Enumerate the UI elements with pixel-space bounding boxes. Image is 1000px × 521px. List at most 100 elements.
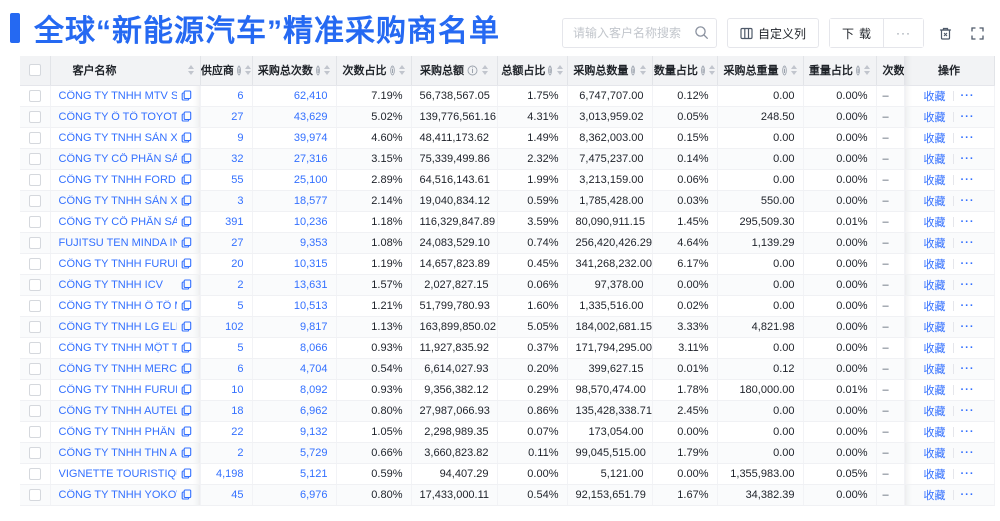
row-checkbox[interactable]: [28, 341, 41, 354]
fullscreen-icon[interactable]: [966, 22, 988, 44]
column-header-supplier[interactable]: 供应商: [200, 56, 253, 86]
column-header-total-amount[interactable]: 采购总额: [411, 56, 498, 86]
column-header-weight-pct[interactable]: 重量占比: [803, 56, 877, 86]
favorite-button[interactable]: 收藏: [923, 111, 946, 124]
favorite-button[interactable]: 收藏: [923, 363, 946, 376]
download-button[interactable]: 下载: [829, 19, 883, 47]
row-checkbox[interactable]: [28, 257, 41, 270]
favorite-button[interactable]: 收藏: [923, 279, 946, 292]
row-more-button[interactable]: ···: [960, 362, 975, 375]
copy-icon[interactable]: [181, 426, 192, 437]
row-checkbox[interactable]: [28, 131, 41, 144]
copy-icon[interactable]: [181, 447, 192, 458]
info-icon[interactable]: [856, 65, 860, 76]
info-icon[interactable]: [237, 65, 241, 76]
favorite-button[interactable]: 收藏: [923, 384, 946, 397]
row-more-button[interactable]: ···: [960, 425, 975, 438]
company-name-link[interactable]: CÔNG TY TNHH AUTEL VIỆT N...: [58, 404, 177, 417]
copy-icon[interactable]: [181, 279, 192, 290]
column-header-total-count[interactable]: 采购总次数: [252, 56, 337, 86]
row-more-button[interactable]: ···: [960, 299, 975, 312]
favorite-button[interactable]: 收藏: [923, 489, 946, 502]
company-name-link[interactable]: CÔNG TY TNHH Ô TÔ MITSUBI...: [58, 299, 177, 312]
company-name-link[interactable]: CÔNG TY TNHH MTV SẢN XUẤ...: [58, 89, 177, 102]
company-name-link[interactable]: CÔNG TY TNHH PHÂN PHỐI T...: [58, 425, 177, 438]
copy-icon[interactable]: [181, 384, 192, 395]
favorite-button[interactable]: 收藏: [923, 174, 946, 187]
favorite-button[interactable]: 收藏: [923, 132, 946, 145]
column-header-qty-pct[interactable]: 数量占比: [652, 56, 718, 86]
row-checkbox[interactable]: [28, 362, 41, 375]
copy-icon[interactable]: [181, 363, 192, 374]
column-header-amount-pct[interactable]: 总额占比: [497, 56, 568, 86]
favorite-button[interactable]: 收藏: [923, 237, 946, 250]
company-name-link[interactable]: CÔNG TY TNHH MERCEDES–B...: [58, 362, 177, 375]
info-icon[interactable]: [389, 65, 395, 76]
copy-icon[interactable]: [181, 300, 192, 311]
row-checkbox[interactable]: [28, 236, 41, 249]
info-icon[interactable]: [701, 65, 705, 76]
copy-icon[interactable]: [181, 321, 192, 332]
info-icon[interactable]: [631, 65, 636, 76]
company-name-link[interactable]: CÔNG TY TNHH FURUKAWA A...: [58, 257, 177, 270]
search-icon[interactable]: [694, 25, 709, 40]
row-checkbox[interactable]: [28, 110, 41, 123]
trash-icon[interactable]: [934, 22, 956, 44]
copy-icon[interactable]: [181, 132, 192, 143]
row-more-button[interactable]: ···: [960, 110, 975, 123]
row-more-button[interactable]: ···: [960, 152, 975, 165]
favorite-button[interactable]: 收藏: [923, 90, 946, 103]
info-icon[interactable]: [467, 65, 478, 76]
info-icon[interactable]: [316, 65, 320, 76]
column-header-total-qty[interactable]: 采购总数量: [567, 56, 653, 86]
row-checkbox[interactable]: [28, 215, 41, 228]
row-checkbox[interactable]: [28, 467, 41, 480]
download-more-button[interactable]: ···: [883, 19, 923, 47]
row-checkbox[interactable]: [28, 446, 41, 459]
column-header-count-trend[interactable]: 次数趋势: [876, 56, 905, 86]
favorite-button[interactable]: 收藏: [923, 195, 946, 208]
row-checkbox[interactable]: [28, 278, 41, 291]
company-name-link[interactable]: FUJITSU TEN MINDA INDIA PVT...: [58, 236, 177, 249]
copy-icon[interactable]: [181, 489, 192, 500]
row-more-button[interactable]: ···: [960, 89, 975, 102]
row-more-button[interactable]: ···: [960, 467, 975, 480]
row-more-button[interactable]: ···: [960, 194, 975, 207]
favorite-button[interactable]: 收藏: [923, 216, 946, 229]
row-more-button[interactable]: ···: [960, 383, 975, 396]
search-input[interactable]: [561, 18, 717, 48]
row-more-button[interactable]: ···: [960, 404, 975, 417]
row-checkbox[interactable]: [28, 173, 41, 186]
row-more-button[interactable]: ···: [960, 278, 975, 291]
copy-icon[interactable]: [181, 237, 192, 248]
favorite-button[interactable]: 收藏: [923, 153, 946, 166]
info-icon[interactable]: [548, 65, 553, 76]
copy-icon[interactable]: [181, 90, 192, 101]
company-name-link[interactable]: CÔNG TY TNHH FORD VIỆT NAM: [58, 173, 177, 186]
copy-icon[interactable]: [181, 258, 192, 269]
select-all-checkbox[interactable]: [28, 64, 41, 77]
customize-columns-button[interactable]: 自定义列: [726, 18, 819, 48]
company-name-link[interactable]: CÔNG TY TNHH YOKOWO VIỆT...: [58, 488, 177, 501]
favorite-button[interactable]: 收藏: [923, 342, 946, 355]
column-header-customer-name[interactable]: 客户名称: [50, 56, 201, 86]
company-name-link[interactable]: VIGNETTE TOURISTIQUE G UNI...: [58, 467, 177, 480]
copy-icon[interactable]: [181, 216, 192, 227]
row-checkbox[interactable]: [28, 383, 41, 396]
company-name-link[interactable]: CÔNG TY CỔ PHẦN SẢN XUẤT...: [58, 152, 177, 165]
favorite-button[interactable]: 收藏: [923, 300, 946, 313]
row-more-button[interactable]: ···: [960, 215, 975, 228]
row-checkbox[interactable]: [28, 194, 41, 207]
row-checkbox[interactable]: [28, 488, 41, 501]
copy-icon[interactable]: [181, 195, 192, 206]
company-name-link[interactable]: CÔNG TY TNHH THN AUTOPAR...: [58, 446, 177, 459]
row-more-button[interactable]: ···: [960, 446, 975, 459]
row-more-button[interactable]: ···: [960, 257, 975, 270]
row-checkbox[interactable]: [28, 152, 41, 165]
copy-icon[interactable]: [181, 153, 192, 164]
row-more-button[interactable]: ···: [960, 173, 975, 186]
row-more-button[interactable]: ···: [960, 131, 975, 144]
company-name-link[interactable]: CÔNG TY TNHH FURUKAWA A...: [58, 383, 177, 396]
copy-icon[interactable]: [181, 405, 192, 416]
copy-icon[interactable]: [181, 468, 192, 479]
